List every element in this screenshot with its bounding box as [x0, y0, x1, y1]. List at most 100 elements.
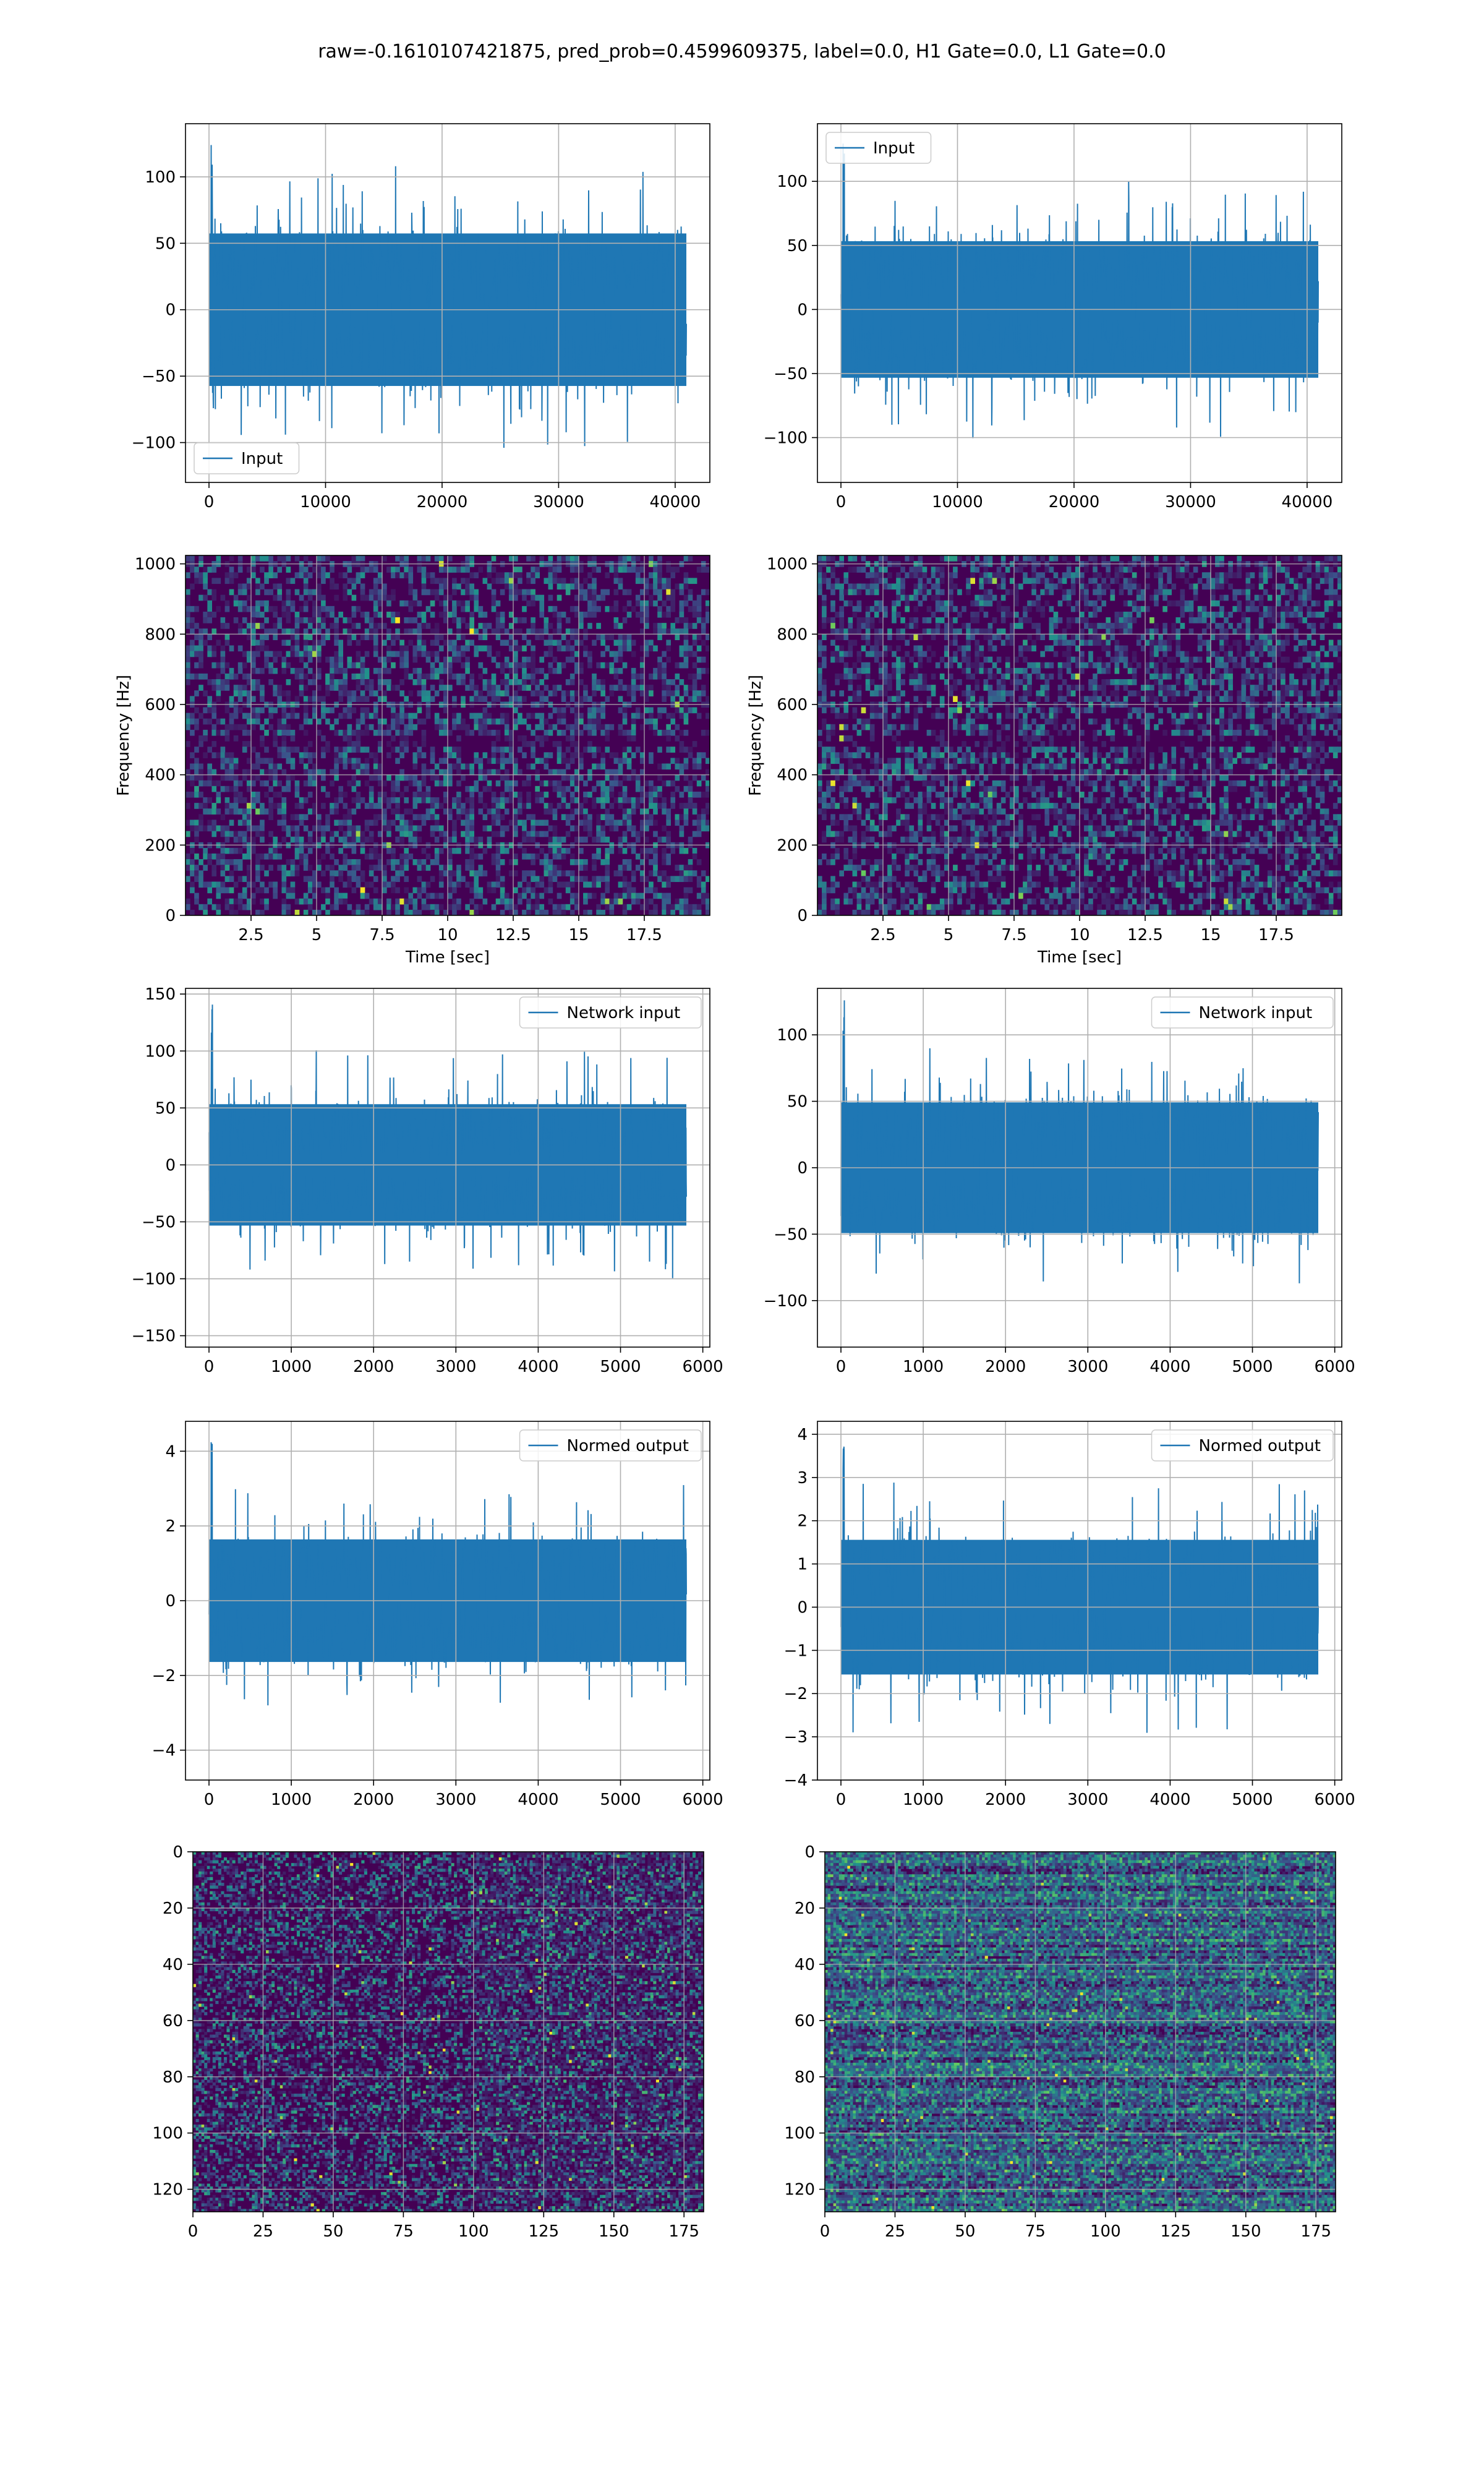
heatmap-cell — [583, 589, 588, 596]
heatmap-cell — [325, 679, 330, 685]
heatmap-cell — [224, 785, 230, 792]
heatmap-cell — [1171, 623, 1177, 629]
heatmap-cell — [281, 808, 287, 815]
heatmap-cell — [1023, 645, 1028, 652]
heatmap-cell — [1298, 555, 1303, 562]
heatmap-cell — [1101, 583, 1106, 590]
heatmap-cell — [662, 847, 667, 854]
heatmap-cell — [242, 662, 247, 669]
heatmap-cell — [1062, 594, 1067, 601]
heatmap-cell — [264, 870, 269, 876]
y-tick-label: −50 — [142, 367, 176, 386]
heatmap-cell — [639, 820, 645, 826]
heatmap-cell — [1267, 651, 1273, 657]
heatmap-cell — [683, 820, 689, 826]
heatmap-cell — [443, 729, 448, 736]
heatmap-cell — [631, 606, 636, 612]
heatmap-cell — [600, 803, 605, 809]
heatmap-cell — [574, 797, 579, 803]
heatmap-cell — [343, 853, 348, 860]
heatmap-cell — [1258, 578, 1264, 584]
heatmap-cell — [565, 758, 571, 764]
heatmap-cell — [983, 628, 989, 635]
heatmap-cell — [522, 820, 527, 826]
heatmap-cell — [303, 555, 309, 562]
heatmap-cell — [391, 634, 396, 640]
heatmap-cell — [631, 769, 636, 776]
heatmap-cell — [649, 600, 654, 607]
heatmap-cell — [438, 583, 444, 590]
heatmap-cell — [1114, 555, 1120, 562]
heatmap-cell — [539, 713, 545, 719]
heatmap-cell — [417, 645, 422, 652]
heatmap-cell — [626, 892, 632, 899]
heatmap-cell — [242, 814, 247, 820]
heatmap-cell — [666, 729, 671, 736]
heatmap-cell — [1093, 634, 1098, 640]
heatmap-cell — [639, 758, 645, 764]
heatmap-cell — [569, 892, 575, 899]
heatmap-cell — [194, 769, 199, 776]
heatmap-cell — [592, 718, 597, 725]
heatmap-cell — [321, 594, 326, 601]
heatmap-cell — [421, 752, 427, 758]
heatmap-cell — [526, 572, 531, 578]
heatmap-cell — [605, 724, 610, 730]
heatmap-cell — [574, 690, 579, 696]
heatmap-cell — [434, 847, 440, 854]
heatmap-cell — [874, 583, 879, 590]
heatmap-cell — [518, 820, 522, 826]
heatmap-cell — [438, 685, 444, 691]
heatmap-cell — [321, 870, 326, 876]
heatmap-cell — [618, 847, 623, 854]
heatmap-cell — [931, 567, 936, 573]
heatmap-cell — [508, 909, 514, 915]
heatmap-cell — [1080, 651, 1085, 657]
heatmap-cell — [1093, 606, 1098, 612]
heatmap-cell — [696, 656, 702, 663]
heatmap-cell — [579, 808, 584, 815]
heatmap-cell — [347, 578, 352, 584]
heatmap-cell — [1027, 645, 1032, 652]
heatmap-cell — [701, 628, 706, 635]
heatmap-cell — [996, 606, 1002, 612]
heatmap-cell — [281, 735, 287, 742]
heatmap-cell — [1180, 594, 1185, 601]
heatmap-cell — [404, 859, 409, 865]
heatmap-cell — [299, 836, 304, 843]
heatmap-cell — [330, 876, 335, 883]
heatmap-cell — [1044, 578, 1050, 584]
heatmap-cell — [338, 696, 343, 703]
heatmap-cell — [692, 758, 697, 764]
heatmap-cell — [430, 803, 435, 809]
heatmap-cell — [343, 791, 348, 798]
heatmap-cell — [443, 752, 448, 758]
heatmap-cell — [255, 606, 260, 612]
heatmap-cell — [1057, 583, 1063, 590]
heatmap-cell — [556, 752, 562, 758]
heatmap-cell — [631, 713, 636, 719]
heatmap-cell — [561, 853, 566, 860]
heatmap-cell — [662, 892, 667, 899]
heatmap-cell — [255, 752, 260, 758]
heatmap-cell — [474, 572, 479, 578]
heatmap-cell — [587, 623, 592, 629]
heatmap-cell — [922, 594, 927, 601]
heatmap-cell — [207, 881, 212, 888]
heatmap-cell — [260, 758, 265, 764]
heatmap-cell — [1101, 600, 1106, 607]
heatmap-cell — [618, 567, 623, 573]
heatmap-cell — [338, 791, 343, 798]
heatmap-cell — [544, 758, 549, 764]
heatmap-cell — [966, 640, 971, 646]
heatmap-cell — [334, 679, 339, 685]
heatmap-cell — [644, 836, 649, 843]
heatmap-cell — [321, 713, 326, 719]
heatmap-cell — [281, 797, 287, 803]
heatmap-cell — [504, 583, 510, 590]
heatmap-cell — [1175, 645, 1181, 652]
heatmap-cell — [653, 859, 658, 865]
heatmap-cell — [461, 645, 466, 652]
heatmap-cell — [539, 797, 545, 803]
heatmap-cell — [1154, 640, 1159, 646]
